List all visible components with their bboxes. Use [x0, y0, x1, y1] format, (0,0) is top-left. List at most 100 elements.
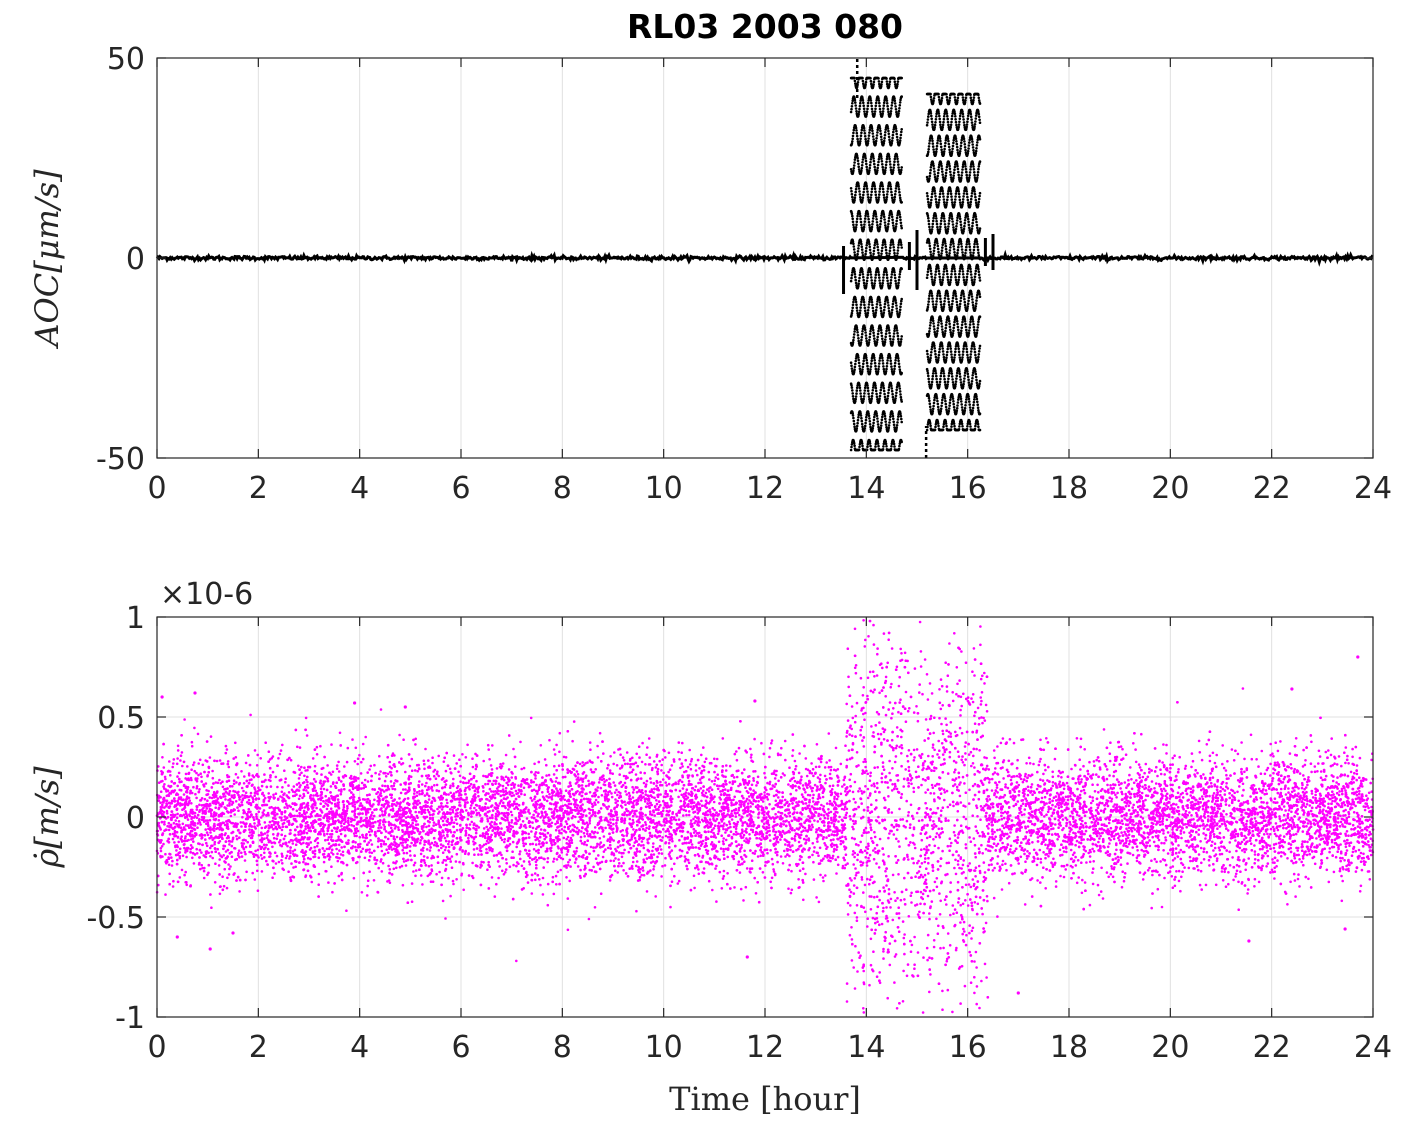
aoc-point [958, 152, 962, 155]
aoc-point [939, 219, 943, 223]
aoc-point [880, 214, 883, 217]
aoc-point [970, 382, 973, 386]
range-rate-point [566, 928, 570, 932]
aoc-point [865, 244, 868, 247]
aoc-point [947, 374, 951, 378]
aoc-point [971, 221, 974, 225]
range-rate-point [975, 806, 979, 810]
aoc-point [949, 275, 953, 279]
aoc-point [892, 370, 896, 373]
aoc-point [898, 368, 902, 371]
aoc-point [890, 276, 893, 279]
aoc-point [957, 280, 960, 284]
aoc-point [929, 168, 932, 172]
aoc-point [958, 370, 961, 373]
range-rate-point [896, 828, 899, 832]
aoc-point [927, 380, 931, 384]
aoc-point [958, 217, 962, 221]
aoc-point [885, 445, 888, 448]
aoc-point [873, 361, 877, 365]
aoc-point [968, 141, 971, 144]
aoc-point [864, 249, 868, 253]
range-rate-point [933, 748, 936, 752]
aoc-point [897, 109, 901, 113]
aoc-point [959, 397, 963, 401]
aoc-point [891, 240, 895, 244]
aoc-point [884, 335, 887, 339]
aoc-point [861, 76, 864, 80]
aoc-point [896, 418, 900, 421]
aoc-point [863, 110, 866, 113]
aoc-point [865, 284, 868, 288]
aoc-point [975, 395, 978, 399]
aoc-point [940, 252, 943, 255]
aoc-point [968, 422, 972, 426]
aoc-point [868, 370, 872, 374]
aoc-point [977, 203, 980, 206]
aoc-point [977, 320, 980, 324]
aoc-point [888, 160, 892, 163]
range-rate-point [226, 876, 229, 880]
range-rate-point [930, 900, 934, 903]
aoc-point [868, 417, 871, 420]
aoc-point [879, 326, 883, 330]
aoc-point [857, 356, 860, 359]
aoc-point [931, 300, 935, 303]
aoc-point [885, 276, 889, 280]
aoc-point [963, 303, 967, 307]
aoc-point [861, 368, 864, 371]
aoc-point [964, 165, 967, 168]
aoc-point [978, 347, 981, 350]
aoc-point [853, 253, 857, 257]
aoc-point [874, 364, 877, 368]
range-rate-point [1189, 787, 1193, 790]
aoc-point [928, 405, 932, 409]
aoc-point [876, 370, 880, 373]
aoc-point [861, 254, 865, 257]
range-rate-point [1310, 789, 1314, 793]
aoc-point [957, 328, 960, 332]
aoc-point [852, 226, 856, 229]
aoc-point [869, 251, 872, 254]
aoc-point [940, 401, 944, 405]
aoc-point [955, 300, 959, 304]
range-rate-point [667, 770, 670, 774]
aoc-point [898, 215, 902, 219]
aoc-point [969, 353, 973, 356]
aoc-point [971, 320, 975, 323]
aoc-point [960, 248, 964, 251]
aoc-point [876, 335, 879, 339]
aoc-point [962, 382, 965, 386]
aoc-point [899, 136, 902, 140]
range-rate-point [1276, 749, 1280, 753]
range-rate-point [921, 777, 925, 781]
aoc-point [864, 252, 867, 256]
aoc-point [868, 245, 872, 249]
aoc-point [873, 415, 876, 419]
aoc-point [859, 195, 862, 199]
aoc-point [968, 293, 971, 297]
aoc-point [884, 224, 887, 227]
aoc-point [932, 322, 935, 325]
aoc-point [951, 147, 954, 151]
aoc-point [925, 428, 929, 432]
aoc-point [882, 104, 886, 107]
aoc-point [978, 194, 981, 198]
range-rate-point [788, 863, 791, 867]
aoc-point [977, 267, 980, 271]
aoc-point [964, 96, 968, 99]
range-rate-point [618, 851, 621, 854]
aoc-point [969, 112, 973, 116]
aoc-point [969, 267, 972, 271]
aoc-point [852, 419, 856, 423]
range-rate-point [409, 854, 412, 857]
aoc-point [895, 254, 899, 258]
aoc-point [955, 225, 958, 228]
range-rate-point [510, 813, 514, 817]
range-rate-point [1019, 804, 1023, 808]
aoc-point [977, 165, 981, 168]
aoc-point [946, 292, 949, 296]
aoc-point [869, 329, 872, 333]
